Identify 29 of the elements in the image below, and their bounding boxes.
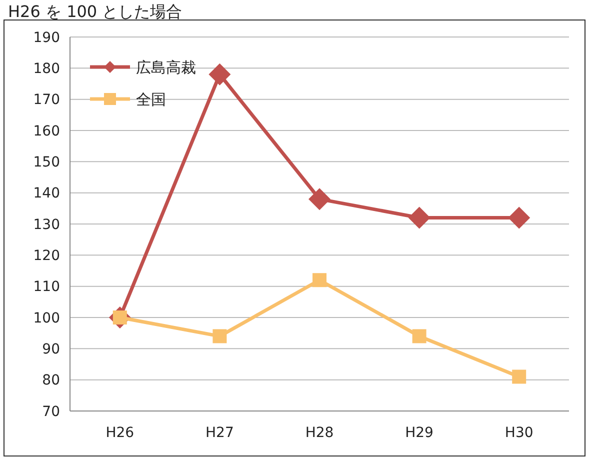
x-tick-label: H27 [206, 425, 234, 441]
y-tick-label: 70 [42, 404, 60, 420]
y-tick-label: 190 [33, 30, 60, 46]
y-tick-label: 150 [33, 154, 60, 171]
y-tick-label: 140 [33, 186, 60, 202]
y-tick-label: 80 [42, 372, 60, 389]
point [208, 63, 231, 86]
x-tick-label: H29 [405, 425, 434, 441]
y-tick-label: 160 [33, 123, 60, 140]
y-tick-label: 130 [33, 216, 60, 233]
y-tick-label: 170 [33, 92, 60, 108]
legend-label: 全国 [136, 90, 166, 108]
y-tick-label: 180 [33, 61, 60, 78]
x-tick-label: H26 [106, 425, 134, 441]
point [508, 206, 530, 229]
x-tick-label: H30 [504, 425, 534, 441]
legend-label: 広島高裁 [136, 58, 196, 76]
point [412, 329, 426, 344]
point [212, 329, 227, 344]
point [408, 206, 430, 229]
y-tick-label: 110 [33, 279, 60, 296]
chart-title: H26 を 100 とした場合 [8, 2, 182, 21]
y-tick-label: 100 [33, 310, 60, 326]
x-tick-label: H28 [305, 425, 334, 441]
point [512, 370, 526, 384]
point [312, 273, 326, 288]
point [308, 188, 330, 210]
y-tick-label: 90 [42, 342, 60, 358]
y-tick-label: 120 [33, 248, 60, 264]
